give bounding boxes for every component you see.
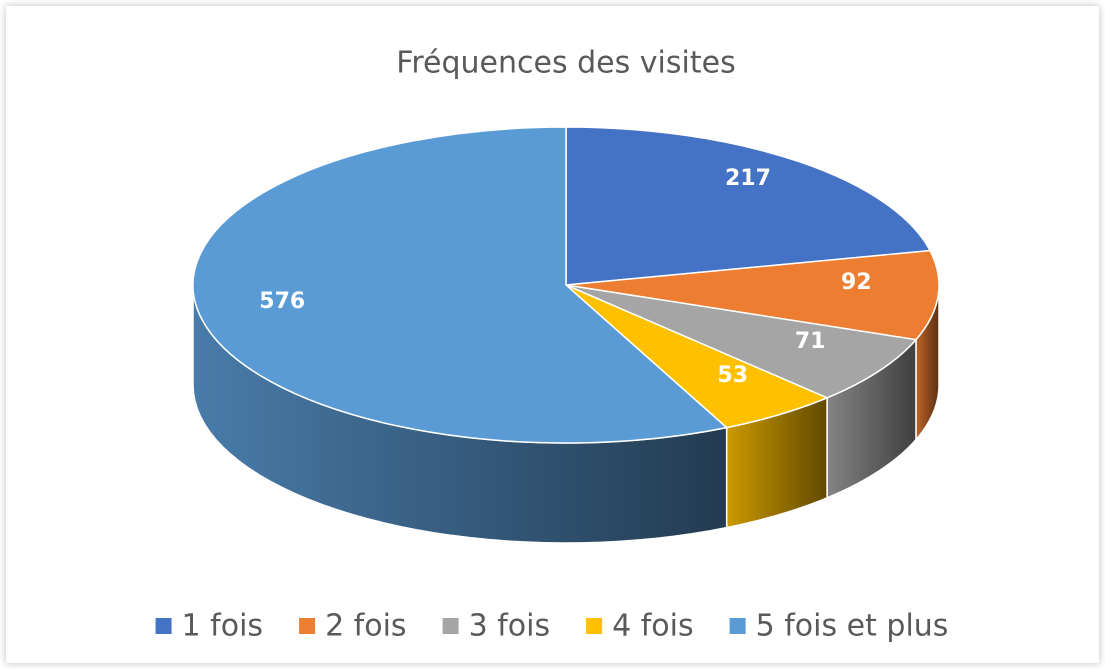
pie-tops [192,126,940,444]
chart-title: Fréquences des visites [396,46,735,81]
data-label: 576 [259,289,305,314]
slice [565,126,932,286]
slice [565,284,918,399]
legend-label: 2 fois [325,609,407,644]
legend-label: 4 fois [612,609,694,644]
slice [565,249,940,341]
legend-swatch [442,618,459,634]
data-label: 71 [795,329,826,354]
legend: 1 fois 2 fois 3 fois 4 fois 5 fois et plus [155,609,949,644]
legend-label: 1 fois [182,609,264,644]
data-label: 217 [725,166,771,191]
legend-label: 5 fois et plus [756,609,949,644]
legend-swatch [729,618,746,634]
legend-label: 3 fois [469,609,551,644]
data-label: 92 [841,270,872,295]
legend-swatch [299,618,316,634]
data-labels: 217 92 71 53 576 [259,166,871,388]
legend-swatch [586,618,603,634]
data-label: 53 [717,363,748,388]
slice [192,126,729,444]
legend-swatch [155,618,172,634]
